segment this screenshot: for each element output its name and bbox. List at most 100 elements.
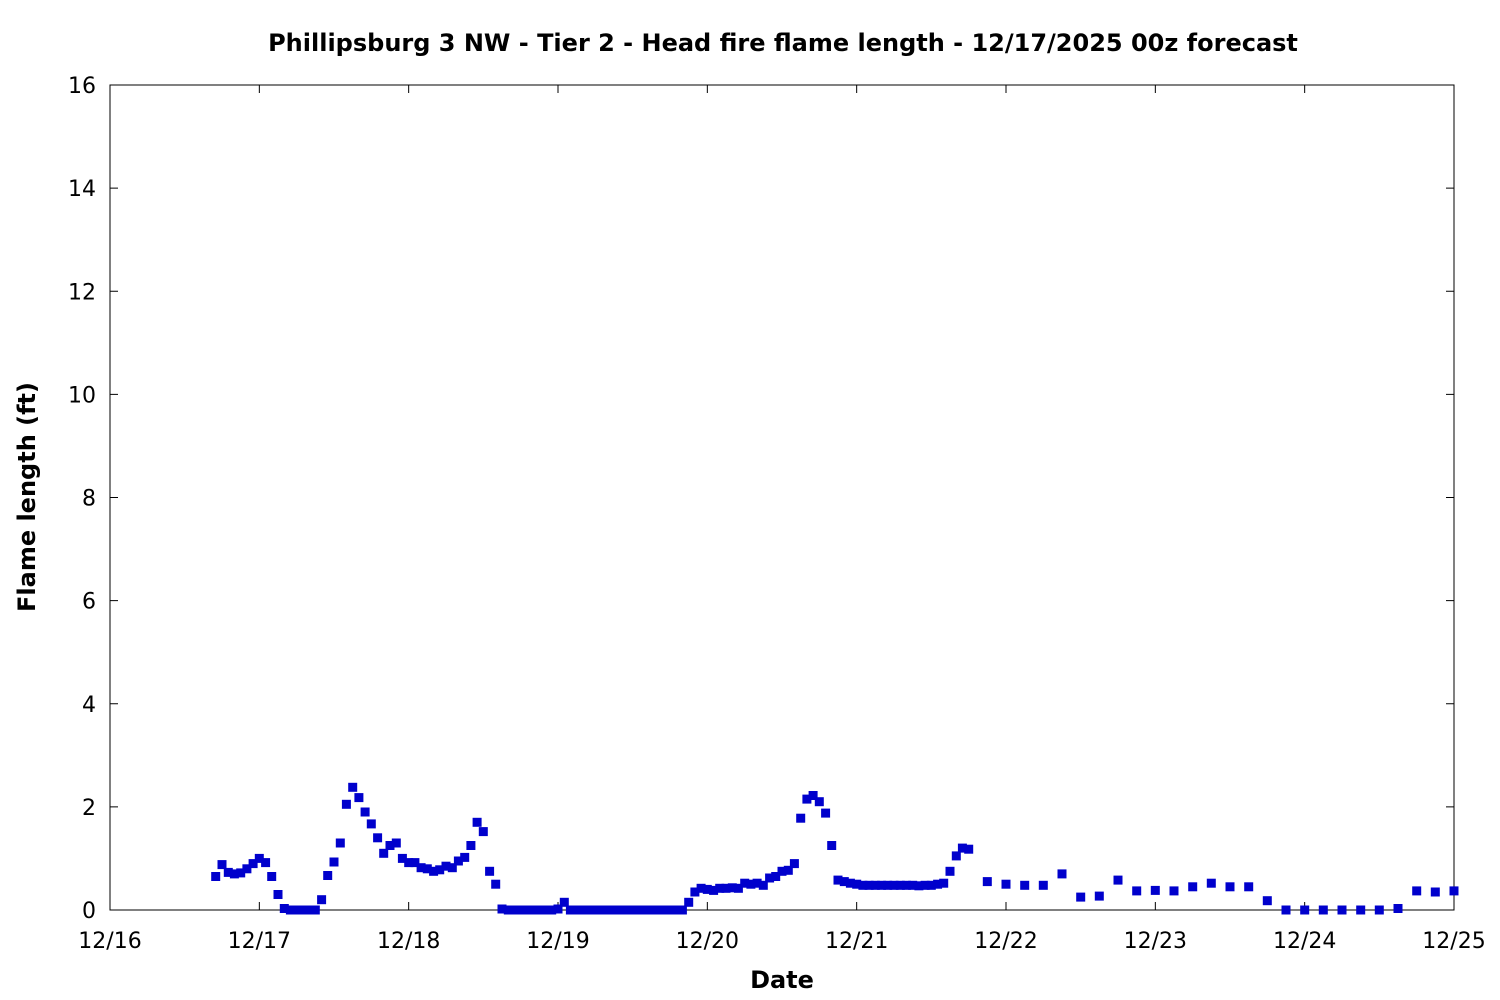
- data-point: [982, 877, 992, 887]
- data-point: [877, 880, 887, 890]
- data-point: [1412, 886, 1422, 896]
- data-point: [933, 879, 943, 889]
- data-point: [397, 853, 407, 863]
- data-point: [279, 904, 289, 913]
- data-point: [833, 875, 843, 885]
- data-point: [964, 844, 974, 854]
- data-point: [522, 905, 532, 915]
- data-point: [1262, 896, 1272, 906]
- data-point: [497, 904, 507, 914]
- data-point: [671, 905, 681, 915]
- data-point: [1020, 880, 1030, 890]
- data-point: [236, 868, 246, 878]
- data-point: [914, 881, 924, 891]
- data-point: [690, 887, 700, 897]
- data-point: [765, 873, 775, 883]
- data-point: [802, 794, 812, 804]
- data-point: [752, 878, 762, 888]
- data-point: [702, 884, 712, 894]
- axis-ticks: [109, 84, 1455, 911]
- data-point: [273, 890, 283, 899]
- data-point: [908, 880, 918, 890]
- data-point: [677, 905, 687, 915]
- data-point: [285, 905, 295, 915]
- data-point: [1318, 905, 1328, 915]
- data-point: [665, 905, 675, 915]
- x-tick-label: 12/25: [1422, 929, 1485, 954]
- chart-title: Phillipsburg 3 NW - Tier 2 - Head fire f…: [268, 29, 1298, 57]
- data-point: [814, 797, 824, 807]
- data-point: [939, 878, 949, 888]
- data-point: [621, 905, 631, 915]
- y-tick-label: 14: [68, 177, 96, 202]
- data-point: [1038, 880, 1048, 890]
- data-point: [565, 905, 575, 915]
- data-point: [733, 883, 743, 893]
- data-point: [242, 864, 252, 874]
- data-point: [646, 905, 656, 915]
- data-point: [827, 841, 837, 850]
- data-point: [889, 880, 899, 890]
- x-tick-label: 12/18: [377, 929, 440, 954]
- data-point: [945, 866, 955, 876]
- data-point: [317, 895, 327, 905]
- data-point: [1337, 905, 1347, 915]
- data-point: [217, 860, 227, 870]
- data-point: [709, 885, 719, 895]
- data-point: [267, 872, 277, 881]
- data-point: [211, 872, 221, 881]
- x-tick-label: 12/23: [1124, 929, 1187, 954]
- y-tick-label: 6: [82, 590, 96, 615]
- data-point: [1430, 887, 1440, 897]
- y-axis-title: Flame length (ft): [13, 382, 41, 612]
- data-point: [870, 880, 880, 890]
- data-point: [248, 859, 258, 869]
- data-point: [478, 827, 488, 837]
- data-point: [366, 819, 376, 829]
- axis-tick-labels: 12/16 12/17 12/18 12/19 12/20 12/21 12/22 12/23…: [68, 74, 1486, 954]
- y-tick-label: 8: [82, 487, 96, 512]
- data-point: [715, 883, 725, 893]
- data-point: [472, 817, 482, 827]
- data-point: [901, 880, 911, 890]
- y-tick-label: 10: [68, 383, 96, 408]
- data-point: [453, 856, 463, 866]
- data-point: [547, 905, 557, 915]
- data-point: [541, 905, 551, 915]
- data-point: [572, 905, 582, 915]
- data-point: [1300, 905, 1310, 915]
- data-point: [485, 866, 495, 876]
- data-point: [628, 905, 638, 915]
- data-point: [659, 905, 669, 915]
- data-point: [653, 905, 663, 915]
- data-point: [1188, 882, 1198, 892]
- data-point: [1449, 886, 1459, 896]
- data-point: [348, 782, 358, 792]
- data-point: [808, 791, 818, 800]
- data-point: [447, 863, 457, 873]
- data-point: [721, 883, 731, 893]
- data-point: [229, 869, 239, 879]
- data-point: [864, 880, 874, 890]
- data-point: [783, 865, 793, 875]
- data-point: [852, 879, 862, 889]
- data-point: [441, 861, 451, 871]
- data-point: [740, 878, 750, 888]
- data-point: [254, 853, 264, 863]
- y-tick-label: 16: [68, 74, 96, 99]
- data-point: [466, 841, 476, 850]
- data-point: [771, 872, 781, 881]
- data-point: [634, 905, 644, 915]
- data-point: [597, 905, 607, 915]
- data-point: [379, 848, 389, 858]
- data-point: [559, 897, 569, 907]
- data-point: [509, 905, 519, 915]
- data-point: [951, 851, 961, 861]
- data-point: [292, 905, 302, 915]
- data-point: [223, 867, 233, 877]
- data-point: [354, 793, 364, 803]
- data-point: [883, 880, 893, 890]
- data-point: [789, 859, 799, 869]
- data-point: [329, 857, 339, 867]
